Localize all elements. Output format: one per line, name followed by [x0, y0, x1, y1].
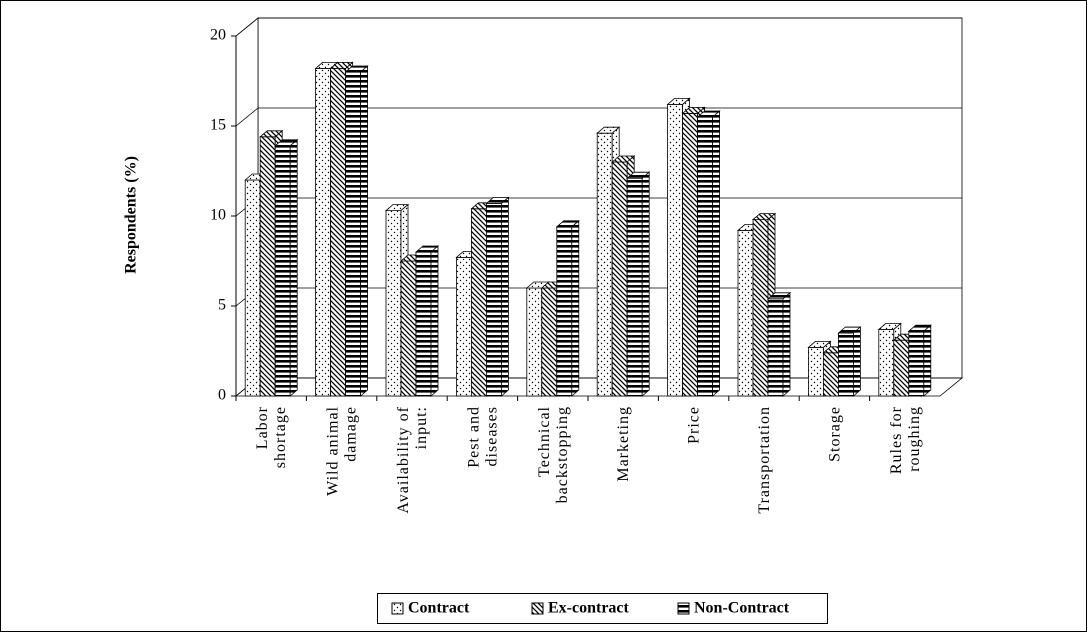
bar-side	[430, 245, 439, 397]
x-tick-label: Marketing	[615, 406, 632, 482]
x-tick-label: Price	[686, 406, 703, 444]
bar	[667, 104, 683, 397]
bar	[385, 210, 402, 397]
bar	[611, 161, 628, 397]
bar-side	[782, 291, 791, 397]
legend-label: Non-Contract	[694, 600, 790, 617]
bar	[893, 339, 910, 397]
y-tick-label: 15	[210, 117, 226, 134]
y-tick-label: 5	[218, 297, 226, 314]
y-tick-label: 0	[218, 387, 226, 404]
bar-side	[853, 326, 861, 397]
bar	[415, 251, 432, 397]
x-tick-label: Laborshortage	[254, 406, 289, 468]
y-axis-label: Respondents (%)	[123, 156, 140, 274]
bar	[878, 328, 895, 397]
bar	[697, 116, 713, 397]
bar-side	[501, 196, 509, 397]
x-tick-label: Rules forroughing	[888, 406, 923, 474]
bar	[526, 287, 543, 397]
bar	[737, 229, 754, 397]
x-tick-label: Availability ofinput:	[395, 406, 430, 514]
bar	[400, 260, 417, 397]
x-tick-label: Storage	[826, 406, 843, 462]
bar	[315, 68, 332, 397]
bar	[908, 330, 925, 397]
bar	[752, 219, 769, 397]
bar-side	[641, 171, 650, 397]
bar	[470, 208, 487, 397]
y-tick-label: 20	[210, 27, 226, 44]
legend-swatch	[391, 602, 404, 615]
x-tick-label: Technicalbackstopping	[536, 406, 571, 503]
bar	[767, 298, 784, 397]
y-tick-label: 10	[210, 207, 226, 224]
bar	[823, 352, 839, 397]
bar	[274, 145, 291, 397]
bar	[345, 71, 362, 397]
bar	[838, 332, 854, 397]
bar	[596, 132, 613, 397]
bar	[330, 68, 347, 397]
bar-side	[712, 110, 720, 397]
bar	[682, 113, 698, 397]
legend-label: Ex-contract	[548, 600, 630, 617]
grid-line	[235, 17, 962, 37]
legend-label: Contract	[408, 600, 470, 617]
bar	[541, 287, 558, 397]
bar	[485, 202, 502, 397]
bar	[808, 346, 824, 397]
bar-side	[289, 138, 298, 397]
x-tick-label: Transportation	[756, 406, 773, 514]
x-tick-label: Wild animaldamage	[325, 406, 360, 496]
bar-side	[923, 324, 932, 397]
legend-swatch	[531, 602, 544, 615]
bar-side	[360, 65, 368, 397]
x-tick-label: Pest anddiseases	[465, 406, 500, 468]
legend-swatch	[677, 602, 690, 615]
bar	[556, 226, 573, 397]
bar	[455, 256, 472, 397]
bar	[259, 136, 276, 397]
grid-line	[235, 107, 962, 127]
bar-side	[571, 219, 580, 397]
legend-box	[377, 593, 828, 624]
bar	[626, 177, 643, 397]
bar	[244, 179, 261, 397]
